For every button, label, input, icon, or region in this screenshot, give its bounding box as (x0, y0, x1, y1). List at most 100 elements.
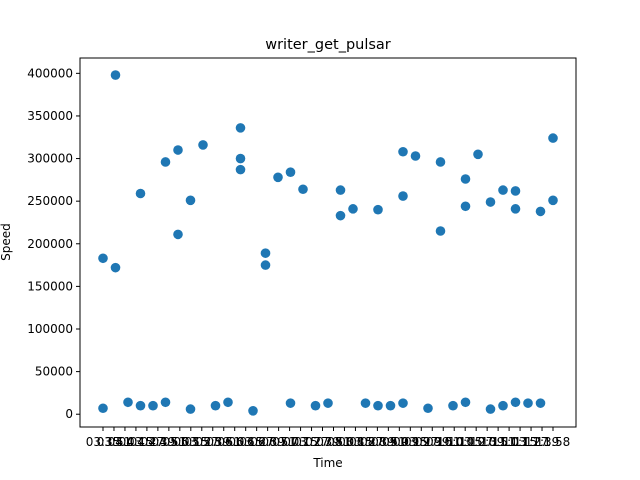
y-tick-label: 300000 (27, 152, 73, 166)
x-tick-label: 05:27 (184, 435, 219, 449)
data-point-52 (510, 186, 521, 196)
data-point-46 (460, 397, 471, 408)
x-tick-label: 10:51 (481, 435, 516, 449)
x-tick-label: 03:35 (86, 435, 121, 449)
data-point-2 (110, 70, 121, 80)
data-point-58 (548, 133, 558, 143)
x-tick-label: 08:51 (371, 435, 406, 449)
x-tick-label: 04:15 (119, 435, 154, 449)
data-point-19 (235, 164, 246, 175)
data-point-11 (173, 229, 183, 240)
y-tick-label: 0 (65, 407, 73, 421)
data-point-48 (485, 197, 496, 207)
x-tick-label: 11:27 (514, 435, 549, 449)
y-tick-label: 250000 (27, 194, 73, 208)
data-point-14 (198, 140, 208, 150)
x-tick-label: 09:15 (393, 435, 428, 449)
data-point-21 (260, 248, 271, 258)
x-tick-label: 05:51 (206, 435, 241, 449)
data-point-12 (185, 195, 196, 206)
data-point-15 (210, 400, 221, 411)
data-point-43 (448, 400, 458, 411)
x-tick-label: 07:27 (294, 435, 329, 449)
data-point-7 (148, 400, 158, 411)
chart-title: writer_get_pulsar (265, 37, 391, 53)
x-tick-label: 06:15 (228, 435, 263, 449)
data-point-57 (535, 398, 546, 408)
x-tick-label: 07:39 (305, 435, 340, 449)
data-point-26 (298, 184, 308, 195)
data-point-13 (185, 404, 196, 414)
x-tick-label: 04:03 (108, 435, 143, 449)
x-tick-label: 08:27 (349, 435, 384, 449)
data-point-42 (435, 226, 446, 236)
data-point-39 (410, 151, 421, 161)
data-point-34 (373, 400, 383, 411)
x-tick-label: 10:27 (459, 435, 494, 449)
data-point-0 (98, 253, 108, 264)
x-tick-label: 04:39 (141, 435, 176, 449)
x-tick-label: 06:39 (250, 435, 285, 449)
data-point-53 (510, 204, 521, 214)
y-axis: 0 50000 100000 150000 200000 250000 300000 3500… (27, 66, 80, 421)
x-tick-label: 10:03 (437, 435, 472, 449)
x-tick-label: 05:15 (174, 435, 209, 449)
data-point-20 (248, 406, 258, 416)
data-point-38 (398, 398, 408, 408)
data-point-9 (160, 397, 171, 408)
x-axis: 03:3503:5104:0304:1504:2704:3904:5105:03… (86, 427, 571, 449)
x-tick-label: 09:39 (415, 435, 450, 449)
data-point-30 (335, 210, 346, 221)
y-axis-label: Speed (0, 223, 13, 261)
data-point-8 (160, 157, 171, 167)
plot-frame (79, 57, 577, 428)
plot-area (98, 70, 558, 416)
x-tick-label: 05:03 (163, 435, 198, 449)
x-tick-label: 04:51 (152, 435, 187, 449)
data-point-37 (398, 191, 408, 201)
y-tick-label: 100000 (27, 322, 73, 336)
x-tick-label: 08:03 (327, 435, 362, 449)
data-point-17 (235, 123, 246, 133)
x-tick-label: 11:03 (492, 435, 527, 449)
y-tick-label: 350000 (27, 109, 73, 123)
x-tick-label: 06:51 (261, 435, 296, 449)
x-tick-label: 04:27 (130, 435, 165, 449)
data-point-50 (498, 185, 508, 195)
x-tick-label: 09:03 (382, 435, 417, 449)
x-tick-label: 08:39 (360, 435, 395, 449)
x-tick-label: 07:03 (272, 435, 307, 449)
data-point-40 (423, 403, 433, 414)
data-point-22 (260, 260, 271, 270)
x-axis-label: Time (312, 456, 342, 470)
x-tick-label: 11:58 (536, 435, 571, 449)
data-point-41 (435, 157, 446, 167)
data-point-24 (285, 167, 296, 177)
data-point-44 (460, 174, 471, 184)
y-tick-label: 400000 (27, 66, 73, 80)
data-point-51 (498, 400, 508, 411)
data-point-5 (135, 188, 146, 199)
y-tick-label: 150000 (27, 279, 73, 293)
y-tick-label: 200000 (27, 237, 73, 251)
data-point-23 (273, 172, 283, 183)
data-point-36 (398, 146, 408, 157)
x-tick-label: 06:27 (239, 435, 274, 449)
x-tick-label: 03:51 (97, 435, 132, 449)
data-point-4 (123, 397, 133, 408)
data-point-18 (235, 153, 246, 164)
data-point-49 (485, 404, 496, 414)
data-point-54 (510, 397, 521, 408)
x-tick-label: 05:39 (195, 435, 230, 449)
x-tick-label: 10:15 (448, 435, 483, 449)
data-point-3 (110, 262, 121, 273)
data-point-59 (548, 195, 558, 206)
x-tick-label: 07:51 (316, 435, 351, 449)
x-tick-label: 09:27 (404, 435, 439, 449)
data-point-29 (335, 185, 346, 195)
data-point-25 (285, 398, 296, 408)
x-tick-label: 07:15 (283, 435, 318, 449)
x-tick-label: 11:39 (525, 435, 560, 449)
data-point-31 (348, 204, 358, 214)
